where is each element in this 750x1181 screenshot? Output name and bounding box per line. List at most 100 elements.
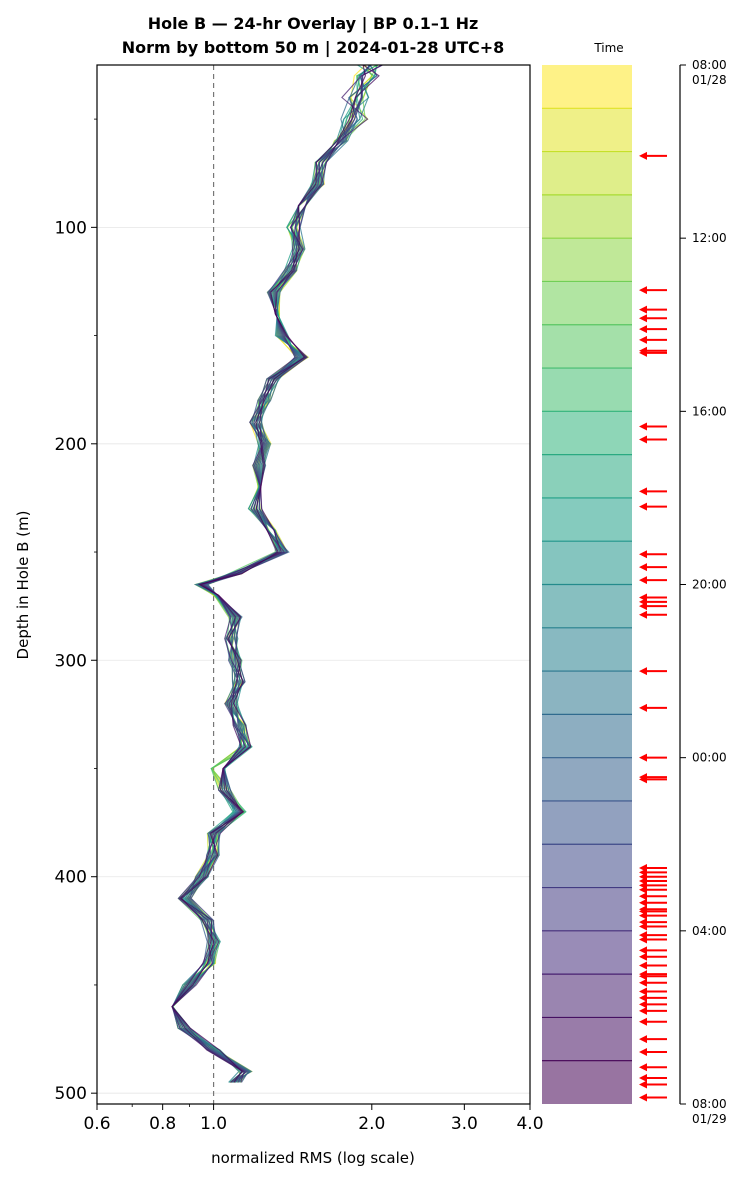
event-arrow-head	[639, 993, 647, 1002]
event-arrow-head	[639, 563, 647, 572]
profile-line	[171, 64, 375, 1083]
event-arrow-head	[639, 1063, 647, 1072]
colorbar-band	[542, 497, 632, 542]
profile-line	[171, 64, 370, 1083]
colorbar-band	[542, 541, 632, 585]
y-tick-label: 400	[55, 868, 87, 888]
time-tick-label: 00:00	[692, 751, 727, 765]
profile-lines	[171, 64, 383, 1083]
event-arrows	[639, 151, 667, 1102]
colorbar-band	[542, 324, 632, 369]
profile-line	[172, 64, 374, 1083]
colorbar-time-axis: 08:0001/2812:0016:0020:0000:0004:0008:00…	[679, 58, 727, 1126]
colorbar-band	[542, 974, 632, 1018]
colorbar-band	[542, 454, 632, 498]
event-arrow-head	[639, 502, 647, 511]
colorbar-band	[542, 584, 632, 628]
profile-line	[172, 64, 373, 1083]
time-tick-date: 01/28	[692, 73, 727, 87]
profile-line	[172, 64, 366, 1083]
colorbar-band	[542, 194, 632, 239]
colorbar-band	[542, 714, 632, 758]
profile-line	[171, 64, 372, 1083]
event-arrow-head	[639, 576, 647, 585]
event-arrow-head	[639, 151, 647, 160]
x-axis-ticks: 0.6 0.8 1.0 2.0 3.0 4.0	[83, 1104, 544, 1134]
colorbar-band	[542, 65, 632, 109]
event-arrow-head	[639, 961, 647, 970]
event-arrow-head	[639, 775, 647, 784]
event-arrow-head	[639, 1035, 647, 1044]
event-arrow-head	[639, 667, 647, 676]
colorbar-band	[542, 238, 632, 282]
profile-line	[171, 64, 378, 1083]
colorbar-band	[542, 281, 632, 325]
profile-line	[171, 64, 383, 1083]
plot-frame	[96, 64, 531, 1105]
x-tick-label: 1.0	[200, 1114, 227, 1134]
y-axis-ticks: 100 200 300 400 500	[55, 118, 97, 1104]
time-tick-label: 12:00	[692, 231, 727, 245]
event-arrow-head	[639, 885, 647, 894]
x-tick-label: 4.0	[516, 1114, 543, 1134]
event-arrow-head	[639, 1074, 647, 1083]
event-arrow-head	[639, 1000, 647, 1009]
x-axis-label: normalized RMS (log scale)	[211, 1149, 415, 1167]
profile-line	[171, 64, 371, 1083]
event-arrow-head	[639, 422, 647, 431]
event-arrow-head	[639, 911, 647, 920]
chart-subtitle: Norm by bottom 50 m | 2024-01-28 UTC+8	[122, 38, 505, 58]
event-arrow-head	[639, 972, 647, 981]
time-tick-label: 08:00	[692, 1097, 727, 1111]
colorbar-band	[542, 887, 632, 931]
profile-line	[171, 64, 372, 1083]
colorbar-band	[542, 627, 632, 672]
time-tick-label: 20:00	[692, 578, 727, 592]
time-tick-date: 01/29	[692, 1112, 727, 1126]
x-tick-label: 0.6	[83, 1114, 110, 1134]
colorbar-band	[542, 1060, 632, 1104]
event-arrow-head	[639, 952, 647, 961]
colorbar-band	[542, 800, 632, 845]
colorbar-band	[542, 1017, 632, 1061]
profile-line	[171, 64, 378, 1083]
profile-line	[171, 64, 372, 1083]
event-arrow-head	[639, 435, 647, 444]
event-arrow-head	[639, 348, 647, 357]
chart-title: Hole B — 24-hr Overlay | BP 0.1–1 Hz	[148, 14, 479, 34]
event-arrow-head	[639, 898, 647, 907]
profile-line	[171, 64, 371, 1083]
colorbar-band	[542, 930, 632, 975]
profile-line	[171, 64, 380, 1083]
event-arrow-head	[639, 1080, 647, 1089]
event-arrow-head	[639, 325, 647, 334]
colorbar-band	[542, 411, 632, 455]
y-tick-label: 100	[55, 218, 87, 238]
time-tick-label: 04:00	[692, 924, 727, 938]
event-arrow-head	[639, 946, 647, 955]
colorbar-band	[542, 151, 632, 195]
y-axis-label: Depth in Hole B (m)	[14, 511, 32, 660]
event-arrow-head	[639, 610, 647, 619]
colorbar-band	[542, 671, 632, 715]
event-arrow-head	[639, 922, 647, 931]
event-arrow-head	[639, 1017, 647, 1026]
event-arrow-head	[639, 892, 647, 901]
x-tick-label: 0.8	[149, 1114, 176, 1134]
event-arrow-head	[639, 602, 647, 611]
time-tick-label: 16:00	[692, 404, 727, 418]
time-tick-label: 08:00	[692, 58, 727, 72]
y-tick-label: 200	[55, 435, 87, 455]
x-tick-label: 3.0	[451, 1114, 478, 1134]
event-arrow-head	[639, 703, 647, 712]
y-tick-label: 300	[55, 651, 87, 671]
event-arrow-head	[639, 487, 647, 496]
colorbar-band	[542, 108, 632, 152]
event-arrow-head	[639, 987, 647, 996]
profile-line	[171, 64, 366, 1083]
x-tick-label: 2.0	[358, 1114, 385, 1134]
event-arrow-head	[639, 550, 647, 559]
event-arrow-head	[639, 335, 647, 344]
event-arrow-head	[639, 314, 647, 323]
